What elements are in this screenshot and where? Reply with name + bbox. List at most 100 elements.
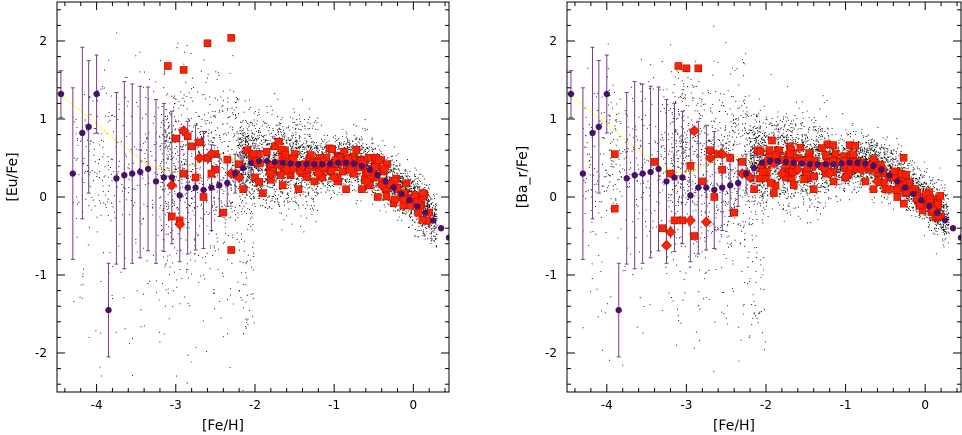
star-dot (112, 206, 114, 208)
star-dot (263, 157, 265, 159)
star-dot (145, 149, 148, 151)
star-dot (402, 213, 404, 215)
star-dot (245, 263, 247, 265)
star-dot (154, 144, 156, 146)
star-dot (207, 132, 210, 134)
star-dot (315, 147, 317, 149)
star-dot (389, 170, 391, 172)
star-dot (317, 151, 319, 153)
star-dot (433, 228, 435, 230)
star-dot (320, 188, 322, 190)
star-dot (270, 146, 272, 148)
star-dot (286, 139, 288, 141)
star-dot (167, 158, 169, 160)
star-dot (394, 207, 396, 209)
star-dot (315, 154, 317, 156)
star-dot (246, 294, 248, 296)
star-dot (213, 162, 215, 164)
star-dot (286, 193, 288, 195)
star-dot (244, 163, 246, 165)
star-dot (175, 158, 177, 160)
star-dot (142, 218, 144, 221)
star-dot (238, 141, 240, 143)
star-dot (250, 211, 253, 213)
star-dot (350, 148, 352, 150)
star-dot (338, 148, 340, 150)
star-dot (432, 226, 435, 228)
star-dot (306, 217, 308, 219)
star-dot (300, 215, 302, 217)
star-dot (282, 191, 284, 193)
star-dot (161, 142, 163, 145)
star-dot (252, 256, 254, 258)
star-dot (408, 226, 410, 228)
star-dot (361, 146, 363, 148)
star-dot (433, 198, 436, 200)
star-dot (306, 188, 309, 190)
star-dot (162, 153, 164, 155)
star-dot (168, 144, 170, 146)
star-dot (275, 134, 277, 136)
star-dot (112, 114, 114, 116)
star-dot (312, 125, 314, 127)
star-dot (183, 226, 185, 228)
star-dot (264, 178, 266, 180)
star-dot (408, 210, 410, 212)
star-dot (248, 108, 250, 111)
background-stars (72, 32, 438, 391)
star-dot (365, 144, 367, 146)
star-dot (337, 148, 339, 151)
star-dot (118, 165, 120, 167)
star-dot (259, 187, 261, 189)
star-dot (176, 206, 178, 208)
star-dot (390, 169, 393, 171)
star-dot (274, 136, 276, 138)
star-dot (134, 188, 136, 190)
star-dot (159, 196, 162, 198)
star-dot (356, 200, 358, 202)
star-dot (434, 215, 436, 217)
star-dot (317, 192, 319, 194)
star-dot (95, 330, 97, 332)
star-dot (280, 128, 282, 131)
star-dot (103, 87, 106, 89)
star-dot (290, 148, 292, 150)
star-dot (159, 146, 161, 148)
star-dot (252, 144, 254, 146)
star-dot (215, 144, 217, 147)
star-dot (208, 233, 210, 235)
star-dot (165, 289, 167, 291)
star-dot (161, 182, 164, 184)
star-dot (92, 180, 94, 182)
star-dot (130, 149, 132, 151)
star-dot (307, 134, 309, 136)
star-dot (271, 137, 274, 139)
star-dot (358, 172, 360, 174)
star-dot (256, 188, 258, 190)
star-dot (336, 194, 338, 196)
star-dot (246, 155, 249, 158)
star-dot (264, 121, 266, 124)
star-dot (263, 175, 265, 177)
star-dot (105, 204, 107, 206)
star-dot (209, 103, 211, 106)
star-dot (188, 175, 190, 177)
star-dot (160, 145, 162, 147)
star-dot (141, 161, 143, 163)
star-dot (189, 164, 191, 166)
star-dot (157, 234, 159, 236)
star-dot (331, 196, 333, 198)
star-dot (427, 199, 430, 201)
star-dot (152, 203, 154, 205)
star-dot (169, 191, 171, 194)
star-dot (166, 139, 168, 141)
star-dot (136, 101, 138, 103)
star-dot (294, 192, 296, 194)
star-dot (247, 228, 249, 230)
star-dot (269, 133, 271, 135)
star-dot (283, 137, 285, 139)
star-dot (165, 129, 167, 131)
star-dot (205, 132, 207, 134)
star-dot (360, 154, 362, 156)
star-dot (337, 139, 339, 141)
